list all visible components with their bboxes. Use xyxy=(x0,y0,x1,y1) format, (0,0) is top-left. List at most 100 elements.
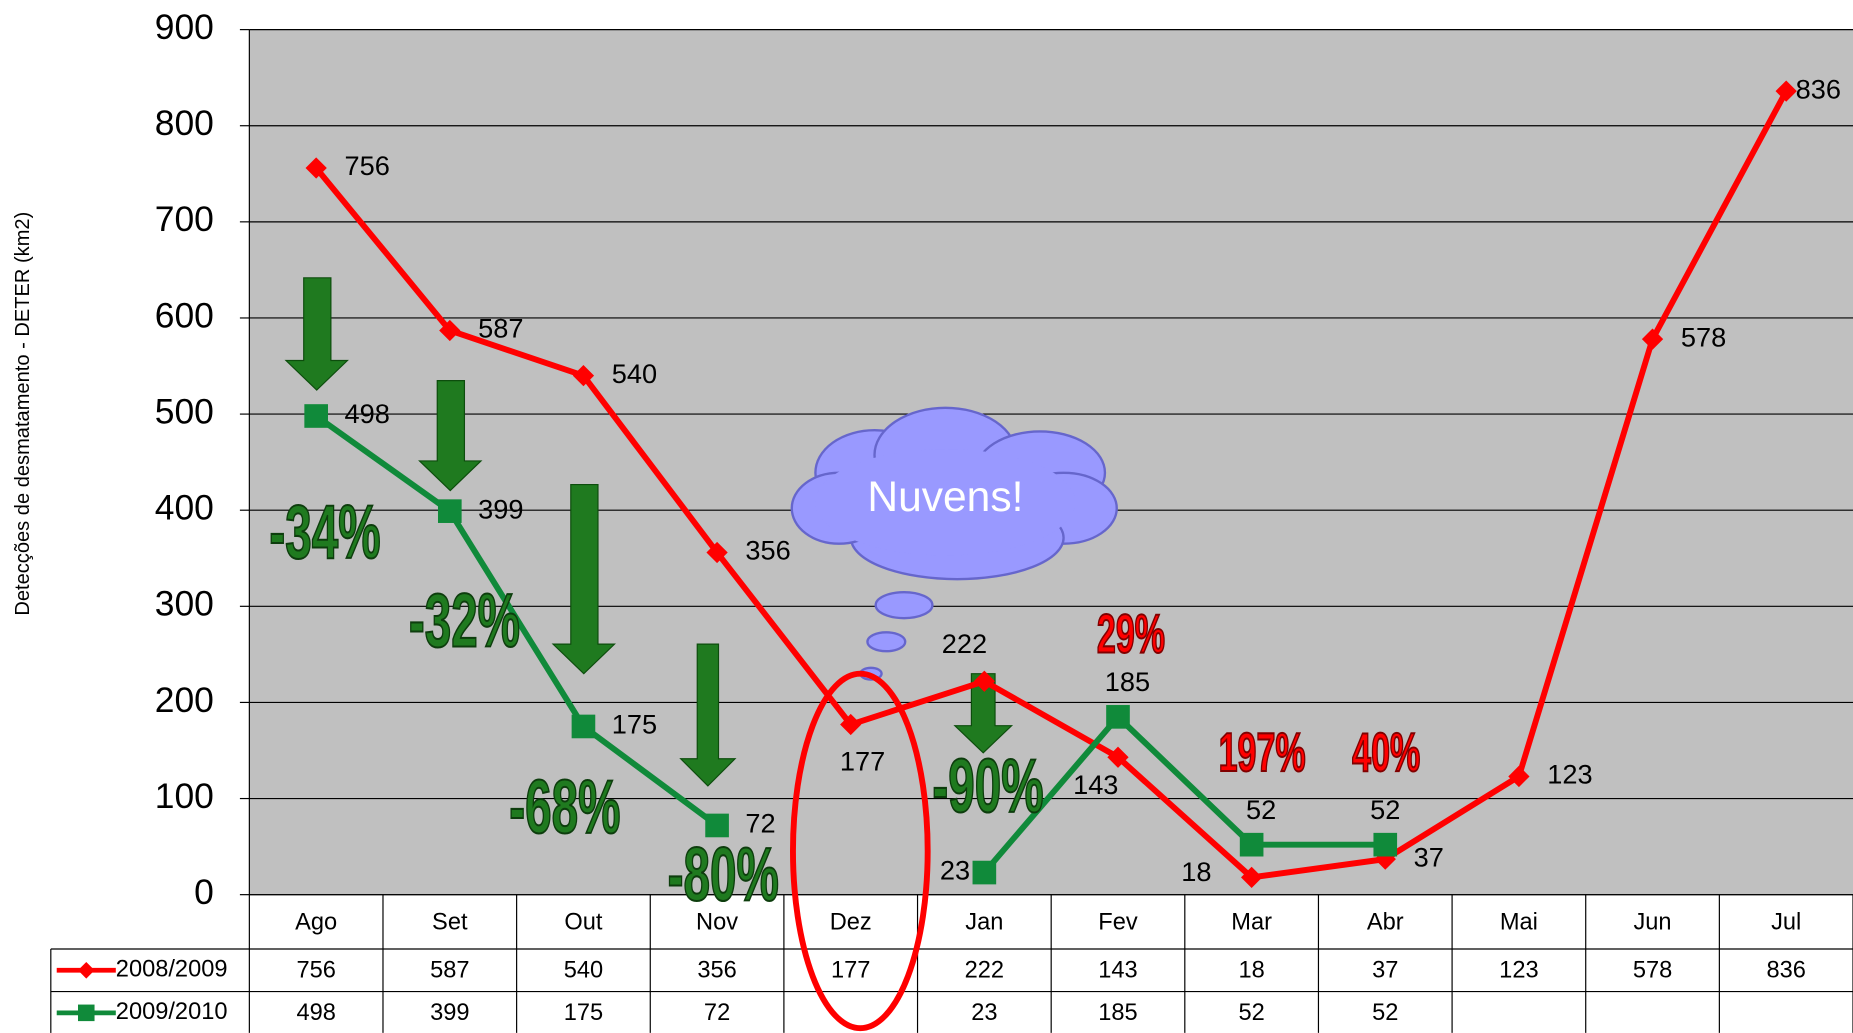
table-cell: 123 xyxy=(1499,958,1538,984)
point xyxy=(305,157,327,179)
data-label: 143 xyxy=(1073,769,1118,800)
x-tick-label: Out xyxy=(564,909,603,935)
table-cell: 578 xyxy=(1633,958,1672,984)
data-label: 222 xyxy=(942,628,987,659)
x-tick-label: Abr xyxy=(1367,909,1404,935)
x-tick-label: Jun xyxy=(1633,909,1671,935)
point xyxy=(571,714,596,739)
data-label: 185 xyxy=(1105,666,1150,697)
point xyxy=(437,499,462,523)
data-label: 399 xyxy=(478,493,523,524)
table-cell: 175 xyxy=(564,1000,603,1026)
point xyxy=(973,670,995,692)
annotation: 40% xyxy=(1352,722,1420,783)
point xyxy=(572,364,595,387)
data-label: 540 xyxy=(612,358,657,389)
annotation: -34% xyxy=(269,491,380,575)
table-cell: 37 xyxy=(1372,958,1398,984)
point xyxy=(439,319,461,342)
table-cell: 185 xyxy=(1098,1000,1137,1026)
y-tick-label: 500 xyxy=(155,391,214,431)
x-tick-label: Ago xyxy=(295,909,337,935)
data-label: 52 xyxy=(1246,794,1276,825)
down-arrow xyxy=(679,643,737,787)
point xyxy=(706,541,728,564)
point xyxy=(705,813,729,838)
table-cell: 540 xyxy=(564,958,603,984)
point xyxy=(1239,832,1264,857)
table-cell: 72 xyxy=(704,1000,730,1026)
annotation: -32% xyxy=(409,579,520,663)
series-line xyxy=(982,712,1386,875)
data-label: 123 xyxy=(1547,759,1592,790)
point xyxy=(1508,765,1530,788)
down-arrow xyxy=(551,484,616,675)
y-tick-label: 800 xyxy=(155,103,214,143)
y-tick-label: 900 xyxy=(155,7,214,47)
point xyxy=(304,404,328,428)
data-label: 177 xyxy=(840,746,885,777)
table-cell: 143 xyxy=(1098,958,1137,984)
cloud-bubble xyxy=(866,631,907,653)
down-arrow xyxy=(418,380,483,492)
data-label: 72 xyxy=(745,808,775,839)
annotation: -90% xyxy=(932,745,1043,829)
annotation: -68% xyxy=(509,766,620,850)
x-tick-label: Dez xyxy=(830,909,872,935)
series-line xyxy=(314,413,719,828)
legend-marker xyxy=(77,1004,95,1022)
x-tick-label: Fev xyxy=(1098,909,1138,935)
table-cell: 498 xyxy=(296,1000,335,1026)
data-label: 836 xyxy=(1796,73,1841,104)
y-tick-label: 200 xyxy=(155,680,214,720)
data-label: 756 xyxy=(345,150,390,181)
data-label: 356 xyxy=(745,535,790,566)
data-label: 587 xyxy=(478,313,523,344)
table-cell: 52 xyxy=(1238,1000,1264,1026)
data-label: 578 xyxy=(1681,321,1726,352)
annotation: 29% xyxy=(1097,603,1165,664)
legend-marker xyxy=(77,962,95,979)
y-tick-label: 100 xyxy=(155,776,214,816)
x-tick-label: Jul xyxy=(1771,909,1801,935)
annotation: -80% xyxy=(668,833,779,917)
y-tick-label: 700 xyxy=(155,199,214,239)
x-tick-label: Mar xyxy=(1231,909,1272,935)
table-cell: 222 xyxy=(965,958,1004,984)
table-cell: 356 xyxy=(697,958,736,984)
y-tick-label: 300 xyxy=(155,584,214,624)
table-cell: 836 xyxy=(1766,958,1805,984)
y-tick-label: 400 xyxy=(155,488,214,528)
down-arrow xyxy=(953,673,1014,754)
point xyxy=(840,713,862,736)
y-axis-label: Detecções de desmatamento - DETER (km2) xyxy=(12,212,34,616)
table-cell: 23 xyxy=(971,1000,997,1026)
point xyxy=(1373,832,1398,857)
cloud-bubble xyxy=(874,590,934,620)
point xyxy=(972,860,997,885)
x-tick-label: Set xyxy=(432,909,468,935)
data-label: 37 xyxy=(1414,841,1444,872)
table-cell: 587 xyxy=(430,958,469,984)
data-label: 23 xyxy=(940,855,970,886)
cloud-part xyxy=(815,449,1076,556)
x-tick-label: Mai xyxy=(1500,909,1538,935)
down-arrow xyxy=(284,277,349,391)
annotation: 197% xyxy=(1219,722,1306,783)
data-label: 498 xyxy=(345,398,390,429)
table-cell: 177 xyxy=(831,958,870,984)
point xyxy=(1240,866,1263,888)
callout-text: Nuvens! xyxy=(867,473,1023,521)
legend-label: 2008/2009 xyxy=(116,957,228,983)
point xyxy=(1106,705,1130,729)
data-label: 175 xyxy=(612,709,657,740)
table-cell: 18 xyxy=(1238,958,1264,984)
x-tick-label: Nov xyxy=(696,909,738,935)
point xyxy=(1107,746,1129,768)
series-line xyxy=(313,89,1789,881)
table-cell: 52 xyxy=(1372,1000,1398,1026)
data-label: 18 xyxy=(1181,856,1211,887)
table-cell: 399 xyxy=(430,1000,469,1026)
x-tick-label: Jan xyxy=(965,909,1003,935)
